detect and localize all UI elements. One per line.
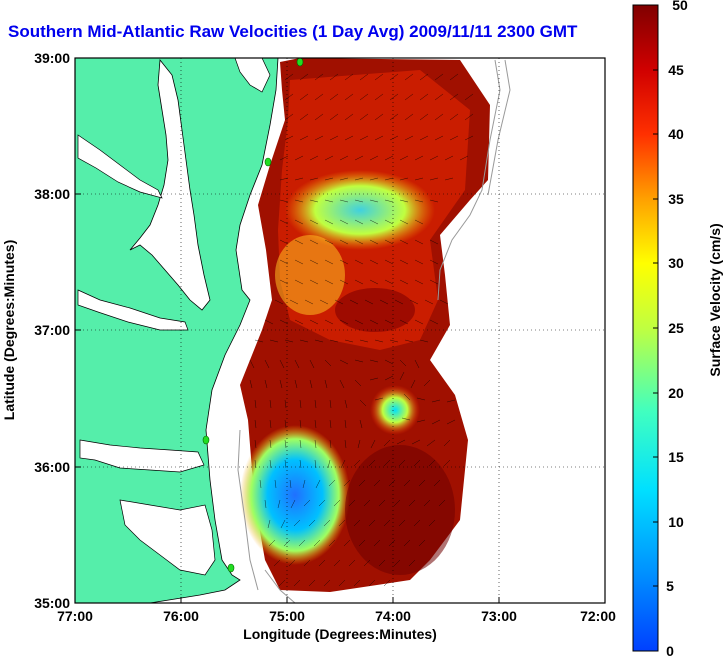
plot-title: Southern Mid-Atlantic Raw Velocities (1 … — [8, 22, 578, 41]
radar-stations — [202, 57, 304, 573]
x-axis-label: Longitude (Degrees:Minutes) — [243, 626, 437, 642]
station-marker — [227, 563, 235, 573]
colorbar-tick-label: 40 — [668, 126, 684, 142]
grid-lines — [75, 58, 605, 603]
colorbar-tick-labels: 50 45 40 35 30 25 20 15 10 5 0 — [666, 0, 688, 659]
colorbar-tick-label: 35 — [668, 191, 684, 207]
x-tick-label: 76:00 — [163, 608, 199, 624]
colorbar — [632, 4, 659, 652]
x-tick-labels: 77:00 76:00 75:00 74:00 73:00 72:00 — [57, 608, 616, 624]
colorbar-label: Surface Velocity (cm/s) — [707, 223, 723, 376]
tick-marks — [74, 57, 606, 604]
y-tick-label: 38:00 — [34, 186, 70, 202]
colorbar-tick-label: 30 — [668, 255, 684, 271]
station-marker — [202, 435, 210, 445]
colorbar-tick-label: 45 — [668, 62, 684, 78]
x-tick-label: 74:00 — [375, 608, 411, 624]
colorbar-tick-label: 0 — [666, 643, 674, 659]
y-tick-label: 37:00 — [34, 322, 70, 338]
x-tick-label: 75:00 — [269, 608, 305, 624]
pamlico-sound — [119, 499, 216, 576]
y-tick-labels: 39:00 38:00 37:00 36:00 35:00 — [34, 50, 70, 611]
y-axis-label: Latitude (Degrees:Minutes) — [1, 240, 17, 420]
potomac-river — [77, 134, 163, 199]
colorbar-ticks — [653, 4, 658, 652]
y-tick-label: 35:00 — [34, 595, 70, 611]
x-tick-label: 73:00 — [481, 608, 517, 624]
velocity-field — [240, 58, 490, 592]
albemarle-sound — [79, 439, 205, 473]
y-tick-label: 39:00 — [34, 50, 70, 66]
y-tick-label: 36:00 — [34, 459, 70, 475]
colorbar-tick-label: 50 — [672, 0, 688, 13]
colorbar-tick-label: 20 — [668, 385, 684, 401]
colorbar-tick-label: 15 — [668, 449, 684, 465]
colorbar-tick-label: 25 — [668, 320, 684, 336]
bathymetry-contours — [237, 59, 511, 603]
chesapeake-bay — [129, 58, 211, 311]
colorbar-tick-label: 10 — [668, 514, 684, 530]
delaware-bay — [234, 58, 271, 93]
station-marker — [264, 157, 272, 167]
station-marker — [296, 57, 304, 67]
colorbar-tick-label: 5 — [666, 578, 674, 594]
x-tick-label: 77:00 — [57, 608, 93, 624]
x-tick-label: 72:00 — [580, 608, 616, 624]
